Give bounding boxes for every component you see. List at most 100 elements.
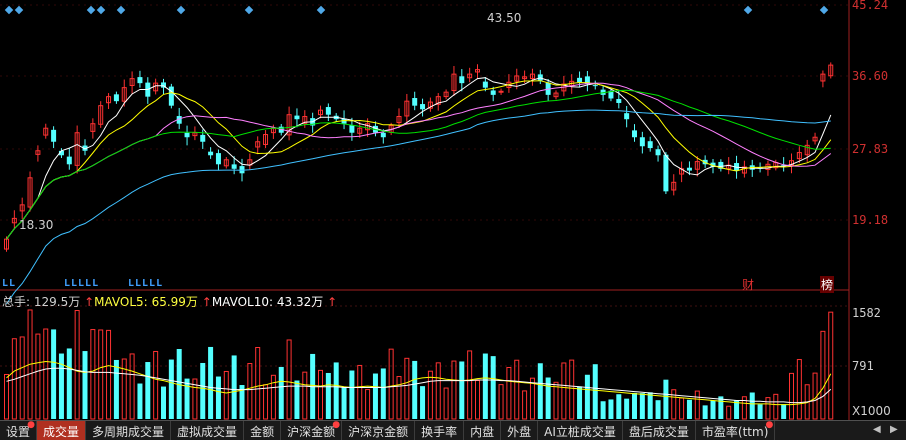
volume-bar xyxy=(153,350,159,420)
volume-bar xyxy=(577,386,583,419)
candle-body xyxy=(35,150,41,155)
candle-body xyxy=(812,136,818,142)
tab-scroll-left-icon[interactable]: ◀ xyxy=(873,424,881,435)
candle-body xyxy=(404,100,410,117)
tab-label: 设置 xyxy=(6,425,31,439)
volume-bar xyxy=(663,379,669,419)
tab-virtual-volume[interactable]: 虚拟成交量 xyxy=(171,421,245,440)
volume-bar xyxy=(43,328,49,420)
volume-axis-tick: 791 xyxy=(852,359,874,373)
volume-bar xyxy=(357,364,363,420)
candle-body xyxy=(624,113,630,120)
volume-bar xyxy=(490,356,496,419)
volume-bar xyxy=(608,399,614,419)
candle-body xyxy=(459,76,465,84)
mavol10-label: MAVOL10: xyxy=(211,295,274,309)
volume-bar xyxy=(90,329,96,420)
volume-bar xyxy=(145,362,151,419)
low-price-label: 18.30 xyxy=(19,218,54,232)
tab-sh-sz-amount[interactable]: 沪深金额 ● xyxy=(281,420,343,440)
tab-inner-volume[interactable]: 内盘 xyxy=(464,421,502,440)
candle-body xyxy=(168,86,174,106)
l-signal-label: LL xyxy=(2,278,17,289)
candle-body xyxy=(82,145,88,151)
volume-bar xyxy=(58,353,64,419)
volume-bar xyxy=(545,377,551,419)
candle-body xyxy=(608,90,614,99)
indicator-tab-bar: 设置 ● 成交量 多周期成交量 虚拟成交量 金额 沪深金额 ● 沪深京金额 换手率 … xyxy=(0,420,906,440)
tab-pe-ttm[interactable]: 市盈率(ttm) ● xyxy=(696,420,776,440)
candle-body xyxy=(11,217,17,224)
candle-body xyxy=(380,132,386,138)
candle-body xyxy=(349,125,355,133)
volume-bar xyxy=(318,369,323,420)
volume-bar xyxy=(734,400,740,419)
tab-after-hours-volume[interactable]: 盘后成交量 xyxy=(623,421,696,440)
volume-bar xyxy=(325,372,331,419)
candle-body xyxy=(184,132,190,138)
volume-bar xyxy=(19,336,25,420)
candle-body xyxy=(529,73,535,80)
tab-ai-volume[interactable]: AI立桩成交量 xyxy=(538,421,623,440)
candle-body xyxy=(475,69,480,73)
volume-bar xyxy=(569,359,575,420)
candle-body xyxy=(74,132,80,166)
volume-bar xyxy=(584,374,590,419)
candle-body xyxy=(19,204,25,212)
candle-body xyxy=(223,159,229,167)
volume-bar xyxy=(4,373,9,420)
volume-unit-label: X1000 xyxy=(852,404,891,418)
price-axis-tick: 45.24 xyxy=(852,0,889,12)
up-arrow-icon: ↑ xyxy=(327,295,338,309)
ranking-marker[interactable]: 榜 xyxy=(820,276,835,293)
volume-bar xyxy=(27,309,33,420)
candle-body xyxy=(106,96,112,104)
tab-multi-period-volume[interactable]: 多周期成交量 xyxy=(86,421,172,440)
tab-volume[interactable]: 成交量 xyxy=(37,421,87,440)
mavol10-value: 43.32万 xyxy=(276,295,324,309)
price-axis-tick: 27.83 xyxy=(852,142,889,156)
tab-sh-sz-bj-amount[interactable]: 沪深京金额 xyxy=(342,421,416,440)
tab-outer-volume[interactable]: 外盘 xyxy=(501,421,539,440)
candle-body xyxy=(498,90,504,93)
volume-bar xyxy=(671,389,677,420)
total-volume-value: 129.5万 xyxy=(33,295,81,309)
volume-bar xyxy=(294,380,300,419)
volume-bar xyxy=(247,363,253,420)
tab-label: 多周期成交量 xyxy=(92,425,165,439)
volume-bar xyxy=(427,370,433,420)
volume-bar xyxy=(231,355,237,419)
candle-body xyxy=(804,144,810,156)
candle-body xyxy=(51,129,57,142)
volume-bar xyxy=(529,377,535,420)
tab-amount[interactable]: 金额 xyxy=(244,421,282,440)
volume-bar xyxy=(435,362,441,420)
candle-body xyxy=(553,92,559,98)
tab-label: 虚拟成交量 xyxy=(177,425,238,439)
candle-body xyxy=(341,118,347,124)
price-axis-tick: 36.60 xyxy=(852,69,889,83)
tab-turnover-rate[interactable]: 换手率 xyxy=(415,421,465,440)
finance-marker[interactable]: 财 xyxy=(742,278,755,292)
volume-bar xyxy=(278,366,284,419)
tab-label: 换手率 xyxy=(421,425,458,439)
mavol5-line xyxy=(6,360,832,406)
volume-bar xyxy=(624,398,630,419)
candle-body xyxy=(239,166,245,174)
candle-body xyxy=(98,105,104,125)
tab-scroll-right-icon[interactable]: ▶ xyxy=(890,424,898,435)
volume-bar xyxy=(137,383,143,419)
volume-bar xyxy=(710,400,716,419)
candle-body xyxy=(632,130,637,138)
candle-body xyxy=(58,150,64,156)
tab-settings[interactable]: 设置 ● xyxy=(0,420,38,440)
volume-bar xyxy=(796,359,802,420)
volume-bar xyxy=(702,405,708,419)
volume-bar xyxy=(286,339,292,420)
volume-bar xyxy=(694,390,700,420)
candle-body xyxy=(43,127,49,136)
up-arrow-icon: ↑ xyxy=(84,295,95,309)
notification-dot-icon: ● xyxy=(27,420,36,430)
candle-body xyxy=(427,101,433,109)
